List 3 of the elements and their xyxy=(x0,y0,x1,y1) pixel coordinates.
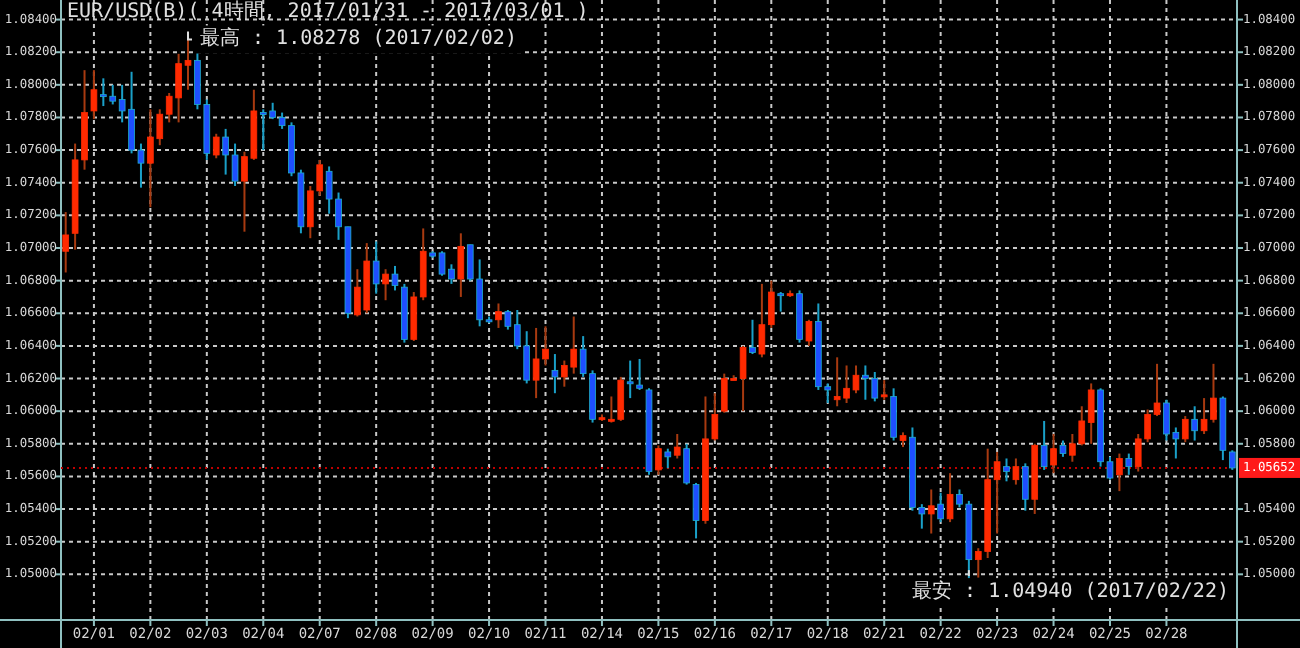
title: EUR/USD(B)( 4時間, 2017/01/31 - 2017/03/01 ) xyxy=(67,1,589,23)
annotation: 最高 : 1.08278 (2017/02/02) xyxy=(200,28,517,51)
annotation: 最安 : 1.04940 (2017/02/22) xyxy=(912,581,1229,604)
